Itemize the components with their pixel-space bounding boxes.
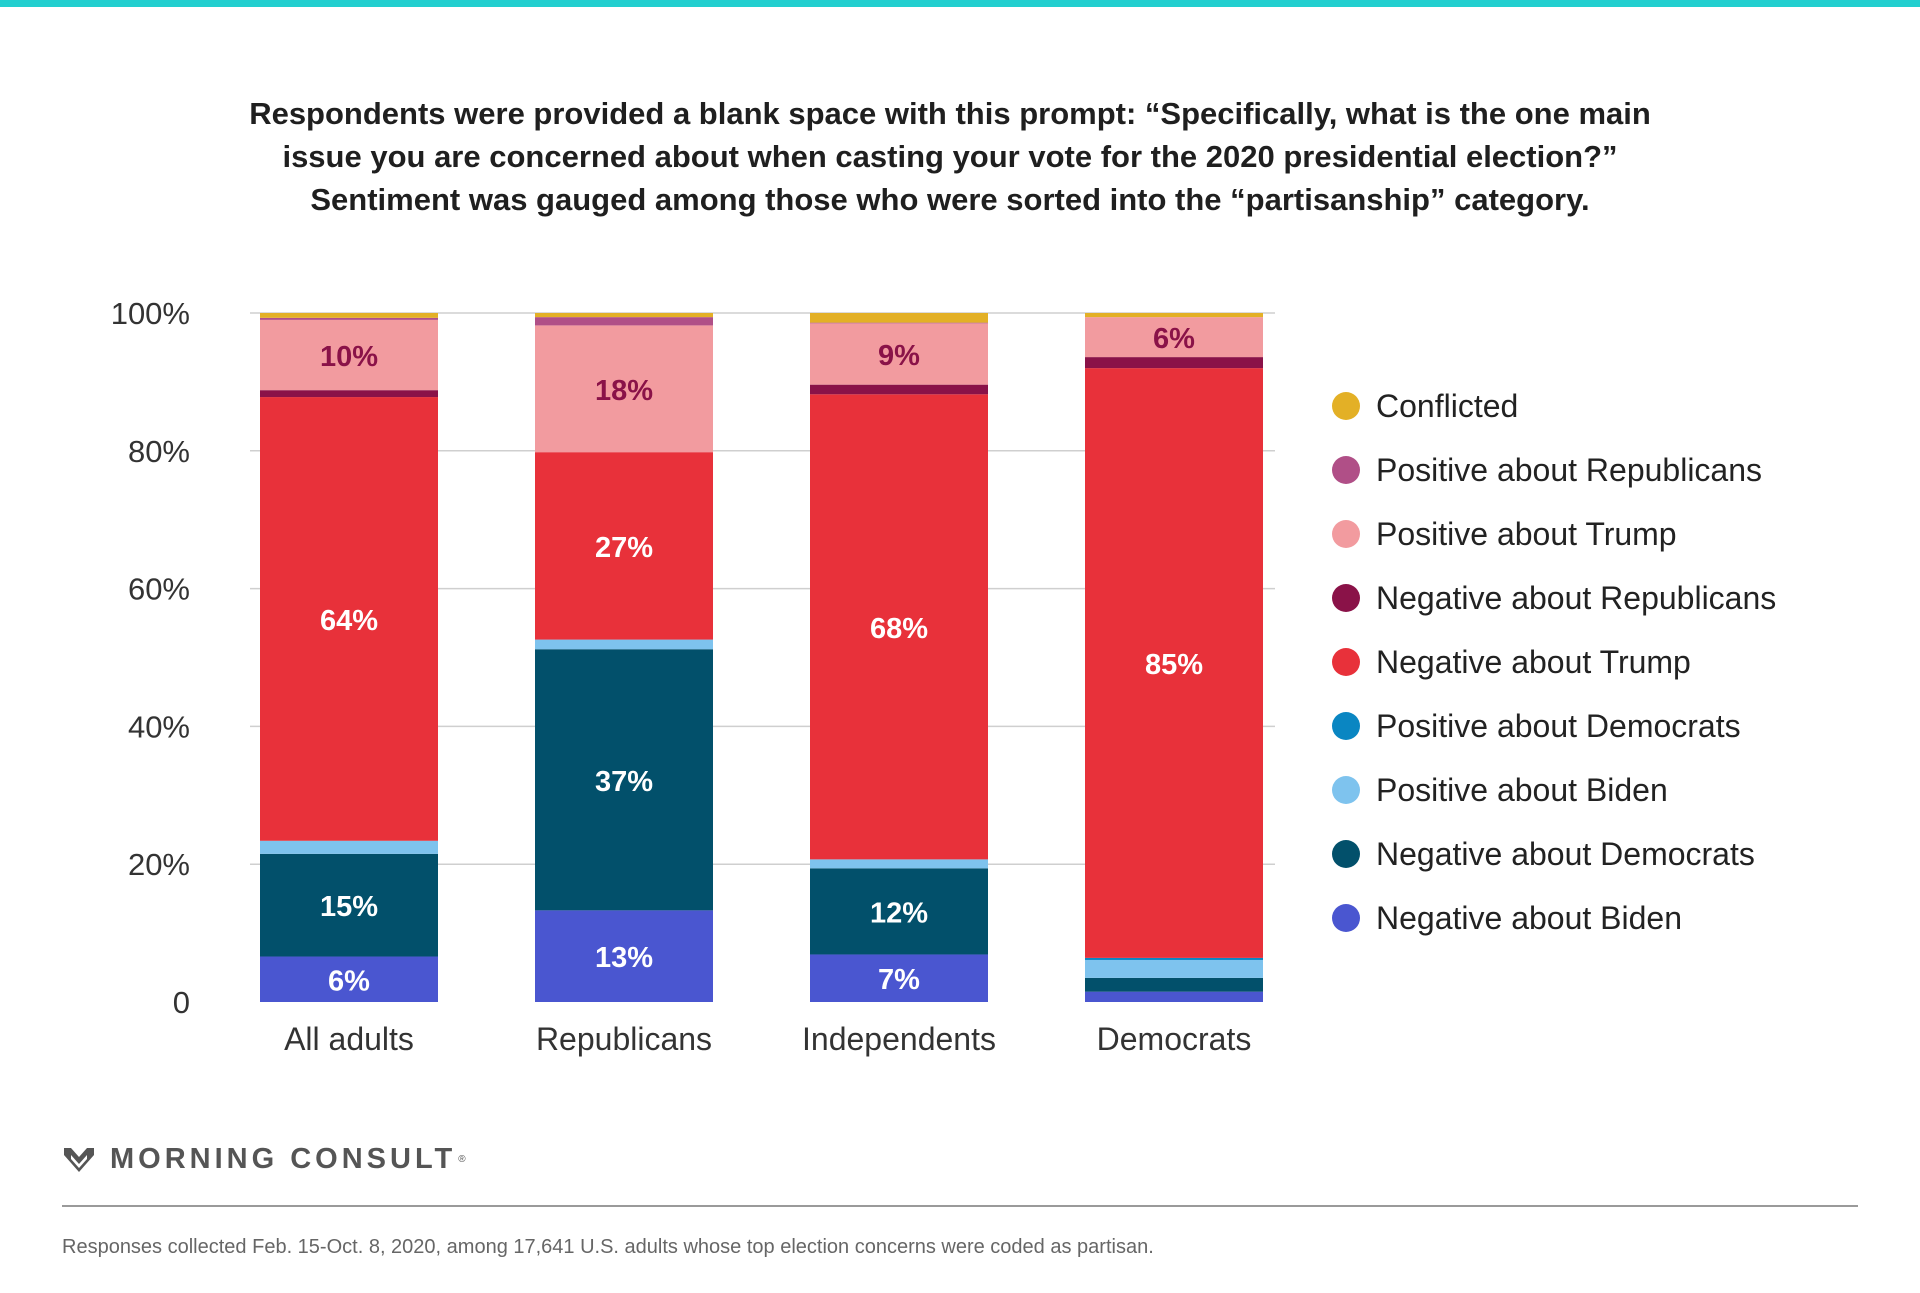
legend-item-positive-republicans: Positive about Republicans [1332,438,1776,502]
data-label: 85% [1145,649,1203,681]
brand-block: MORNING CONSULT ® [62,1142,466,1176]
brand-name: MORNING CONSULT [110,1142,457,1175]
y-tick-label: 0 [173,985,190,1020]
bar-segment [1085,368,1263,958]
legend-label: Negative about Democrats [1376,835,1755,872]
legend: Conflicted Positive about Republicans Po… [1332,374,1776,950]
bar-segment [810,868,988,955]
legend-item-negative-democrats: Negative about Democrats [1332,822,1776,886]
bar-segment [1085,959,1263,978]
bar-segment [535,639,713,650]
legend-label: Negative about Biden [1376,899,1682,936]
bar-segment [535,313,713,318]
bar-segment [260,319,438,391]
bar-segment [535,325,713,453]
legend-label: Positive about Republicans [1376,451,1763,488]
bar-segment [1085,957,1263,960]
legend-swatch [1332,648,1360,676]
bar-segment [535,452,713,640]
bar-segment [260,317,438,320]
bar-segment [1085,977,1263,992]
stacked-bar-chart: 0 20% 40% 60% 80% 100% 6% 15% 64% 10% 13% 37% 27% 18… [111,296,1275,1057]
bar-segment [535,910,713,1002]
legend-swatch [1332,584,1360,612]
bar-segment [1085,991,1263,1002]
legend-item-conflicted: Conflicted [1332,374,1776,438]
bar-segment [1085,357,1263,369]
bar-segment [535,317,713,326]
bar-segment [535,649,713,911]
x-tick-label: Independents [802,1021,996,1057]
footer-divider [62,1205,1858,1207]
data-label: 64% [320,605,378,637]
data-labels: 6% 15% 64% 10% 13% 37% 27% 18% 7% 12% 68% 9% 85% 6% [320,323,1203,997]
legend-item-positive-democrats: Positive about Democrats [1332,694,1776,758]
bar-segment [260,397,438,841]
bar-segment [1085,313,1263,318]
bar-segment [810,859,988,869]
data-label: 10% [320,341,378,373]
bar-segment [810,323,988,385]
legend-label: Positive about Democrats [1376,707,1741,744]
data-label: 15% [320,891,378,923]
bar-segment [260,853,438,957]
bar-segment [260,840,438,854]
legend-item-positive-biden: Positive about Biden [1332,758,1776,822]
chart-title: Respondents were provided a blank space … [90,92,1810,221]
legend-item-negative-trump: Negative about Trump [1332,630,1776,694]
bar-segment [810,394,988,860]
title-line-1: Respondents were provided a blank space … [249,96,1651,131]
bar-segment [260,956,438,1002]
y-tick-label: 40% [128,709,190,744]
legend-swatch [1332,904,1360,932]
legend-swatch [1332,456,1360,484]
data-label: 27% [595,532,653,564]
bar-segment [810,322,988,324]
data-label: 12% [870,897,928,929]
legend-swatch [1332,776,1360,804]
bar-segment [810,313,988,323]
source-note: Responses collected Feb. 15-Oct. 8, 2020… [62,1236,1154,1258]
bars [260,313,1263,1002]
legend-swatch [1332,840,1360,868]
legend-label: Conflicted [1376,387,1519,424]
data-label: 7% [878,964,920,996]
data-label: 13% [595,942,653,974]
legend-label: Positive about Biden [1376,771,1668,808]
bar-segment [810,954,988,1002]
morning-consult-logo-icon [64,1148,94,1172]
data-label: 18% [595,375,653,407]
y-tick-label: 80% [128,434,190,469]
y-axis-ticks: 0 20% 40% 60% 80% 100% [111,296,190,1020]
top-accent-rule [0,0,1920,7]
data-label: 37% [595,766,653,798]
legend-label: Positive about Trump [1376,515,1677,552]
brand-registered-mark: ® [458,1153,466,1165]
data-label: 6% [328,965,370,997]
y-tick-label: 100% [111,296,190,331]
y-tick-label: 20% [128,847,190,882]
bar-segment [260,390,438,398]
x-tick-label: Democrats [1097,1021,1252,1057]
x-tick-label: All adults [284,1021,414,1057]
legend-item-negative-biden: Negative about Biden [1332,886,1776,950]
x-axis-ticks: All adults Republicans Independents Democra… [284,1021,1251,1057]
title-line-2: issue you are concerned about when casti… [282,139,1618,174]
bar-segment [260,313,438,318]
bar-segment [810,384,988,395]
data-label: 68% [870,613,928,645]
x-tick-label: Republicans [536,1021,712,1057]
y-tick-label: 60% [128,572,190,607]
legend-label: Negative about Republicans [1376,579,1777,616]
legend-swatch [1332,392,1360,420]
bar-segment [1085,317,1263,358]
data-label: 6% [1153,323,1195,355]
legend-item-positive-trump: Positive about Trump [1332,502,1776,566]
legend-item-negative-republicans: Negative about Republicans [1332,566,1776,630]
data-label: 9% [878,340,920,372]
legend-swatch [1332,712,1360,740]
title-line-3: Sentiment was gauged among those who wer… [310,182,1590,217]
legend-label: Negative about Trump [1376,643,1691,680]
legend-swatch [1332,520,1360,548]
